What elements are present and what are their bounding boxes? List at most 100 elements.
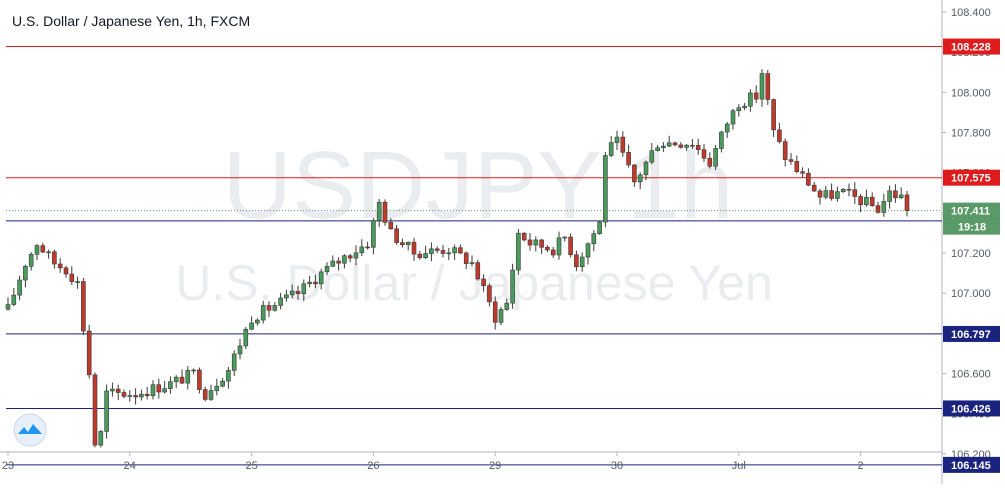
candle[interactable]: [202, 386, 208, 402]
candle[interactable]: [690, 139, 695, 150]
candle[interactable]: [846, 183, 852, 197]
candle[interactable]: [469, 255, 475, 267]
candle[interactable]: [730, 108, 736, 130]
candle[interactable]: [382, 199, 388, 226]
candle[interactable]: [434, 246, 440, 254]
candle[interactable]: [313, 274, 318, 289]
candle[interactable]: [5, 297, 11, 311]
candle[interactable]: [875, 201, 881, 214]
candle[interactable]: [92, 372, 98, 448]
candle[interactable]: [498, 306, 504, 326]
candle[interactable]: [185, 366, 191, 390]
candle[interactable]: [794, 155, 800, 174]
candle[interactable]: [52, 249, 57, 269]
candle[interactable]: [574, 250, 579, 272]
candle[interactable]: [695, 138, 701, 155]
candle[interactable]: [591, 229, 597, 252]
candle[interactable]: [40, 242, 46, 254]
tradingview-logo[interactable]: [13, 413, 47, 447]
candle[interactable]: [510, 263, 515, 309]
candle[interactable]: [661, 142, 666, 152]
candle[interactable]: [643, 160, 649, 181]
candle[interactable]: [11, 287, 17, 307]
candle[interactable]: [104, 384, 109, 439]
candle[interactable]: [637, 172, 643, 190]
candle[interactable]: [753, 85, 759, 104]
candle[interactable]: [144, 386, 150, 400]
candle[interactable]: [127, 390, 133, 402]
candle[interactable]: [777, 122, 782, 144]
candle[interactable]: [220, 377, 225, 388]
candle[interactable]: [69, 266, 75, 285]
candle[interactable]: [887, 185, 892, 209]
candle[interactable]: [516, 229, 521, 275]
candle[interactable]: [527, 232, 533, 251]
candle[interactable]: [713, 144, 718, 170]
candle[interactable]: [301, 279, 307, 302]
candle[interactable]: [562, 236, 568, 242]
candle[interactable]: [724, 121, 730, 138]
candle[interactable]: [289, 284, 295, 299]
candle[interactable]: [336, 257, 341, 271]
candle[interactable]: [608, 136, 614, 158]
candle[interactable]: [98, 430, 104, 448]
candle[interactable]: [255, 318, 260, 326]
candle[interactable]: [672, 141, 678, 147]
candle[interactable]: [417, 250, 423, 260]
candle[interactable]: [214, 378, 220, 396]
candle[interactable]: [458, 244, 463, 255]
candle[interactable]: [811, 182, 817, 193]
candle[interactable]: [545, 245, 550, 253]
candle[interactable]: [150, 380, 156, 400]
candle[interactable]: [452, 244, 457, 260]
candle[interactable]: [330, 255, 336, 268]
candle[interactable]: [626, 144, 631, 168]
candle[interactable]: [347, 253, 353, 263]
candle[interactable]: [481, 274, 486, 292]
candle[interactable]: [632, 164, 637, 187]
candle[interactable]: [249, 316, 254, 331]
candle[interactable]: [173, 375, 179, 388]
candle[interactable]: [388, 217, 394, 230]
candle[interactable]: [840, 188, 846, 194]
candle[interactable]: [771, 98, 776, 138]
candle[interactable]: [782, 138, 788, 167]
candle[interactable]: [371, 217, 376, 255]
candle[interactable]: [75, 276, 80, 289]
candle[interactable]: [492, 296, 498, 330]
candle[interactable]: [579, 252, 585, 272]
candle[interactable]: [260, 300, 266, 324]
candle[interactable]: [376, 198, 382, 227]
candle[interactable]: [139, 389, 144, 401]
candle[interactable]: [852, 182, 858, 205]
candle[interactable]: [533, 236, 539, 252]
candle[interactable]: [57, 258, 63, 273]
candle[interactable]: [556, 231, 562, 260]
candle[interactable]: [881, 193, 887, 217]
candle[interactable]: [568, 233, 573, 258]
candle[interactable]: [666, 135, 672, 148]
candle[interactable]: [620, 131, 626, 157]
candle[interactable]: [817, 188, 823, 205]
candle[interactable]: [272, 302, 278, 312]
candle[interactable]: [829, 183, 834, 201]
candle[interactable]: [701, 143, 707, 162]
candle[interactable]: [898, 187, 904, 200]
candle[interactable]: [28, 252, 34, 271]
candle[interactable]: [266, 301, 272, 318]
candle[interactable]: [307, 275, 312, 288]
candle[interactable]: [504, 298, 510, 311]
candle[interactable]: [440, 244, 446, 258]
candle[interactable]: [748, 89, 753, 112]
candle[interactable]: [400, 238, 405, 248]
candle[interactable]: [191, 368, 196, 375]
candle[interactable]: [759, 69, 765, 107]
candle[interactable]: [168, 376, 173, 394]
candle[interactable]: [487, 283, 492, 307]
candle[interactable]: [295, 285, 301, 300]
candle[interactable]: [278, 292, 283, 310]
candle[interactable]: [806, 168, 811, 187]
candle[interactable]: [893, 184, 898, 203]
candle[interactable]: [162, 381, 167, 394]
candle[interactable]: [46, 249, 51, 259]
